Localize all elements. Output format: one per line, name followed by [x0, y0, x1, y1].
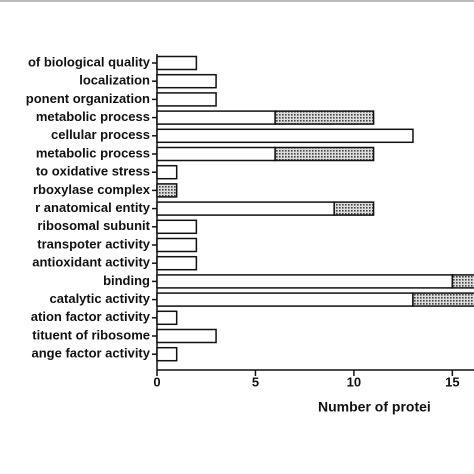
y-tick-label: antioxidant activity: [32, 255, 151, 270]
bar-segment: [156, 146, 276, 162]
bar-segment: [156, 73, 217, 89]
bar-segment: [156, 292, 414, 307]
bar-segment: [156, 164, 178, 180]
bar-segment: [274, 146, 375, 162]
y-tick-label: catalytic activity: [50, 291, 151, 306]
bar-segment: [156, 128, 414, 144]
x-tick-label: 0: [153, 374, 160, 389]
y-tick-label: ange factor activity: [32, 346, 151, 361]
y-tick-label: rboxylase complex: [33, 182, 151, 197]
y-tick-label: ribosomal subunit: [37, 218, 150, 233]
y-tick-label: of biological quality: [28, 54, 151, 69]
x-axis-label: Number of protei: [318, 399, 431, 415]
y-tick-label: localization: [79, 73, 150, 88]
y-tick-label: binding: [103, 273, 150, 288]
y-tick-label: metabolic process: [36, 109, 150, 124]
bar-segment: [451, 274, 474, 289]
bar-segment: [412, 292, 474, 307]
bar-segment: [156, 201, 335, 216]
bar-segment: [156, 110, 276, 125]
bar-segment: [156, 255, 198, 271]
bar-segment: [156, 55, 198, 71]
y-tick-label: ponent organization: [26, 91, 150, 106]
bar-segment: [333, 201, 375, 216]
y-tick-label: r anatomical entity: [35, 200, 151, 215]
y-tick-label: tituent of ribosome: [32, 327, 150, 342]
y-tick-label: to oxidative stress: [36, 164, 150, 179]
bar-segment: [156, 92, 217, 107]
y-tick-label: metabolic process: [36, 145, 150, 160]
y-tick-label: ation factor activity: [31, 309, 151, 324]
bar-segment: [156, 219, 198, 235]
bar-segment: [156, 274, 454, 289]
x-tick-label: 10: [347, 374, 361, 389]
x-tick-label: 5: [252, 374, 259, 389]
y-tick-label: cellular process: [51, 127, 150, 142]
x-tick-label: 15: [445, 374, 459, 389]
y-tick-label: transpoter activity: [37, 236, 150, 251]
bar-segment: [156, 346, 178, 362]
bar-segment: [156, 183, 178, 198]
bar-segment: [274, 110, 375, 125]
bar-segment: [156, 310, 178, 326]
bar-segment: [156, 237, 198, 253]
bar-segment: [156, 328, 217, 344]
